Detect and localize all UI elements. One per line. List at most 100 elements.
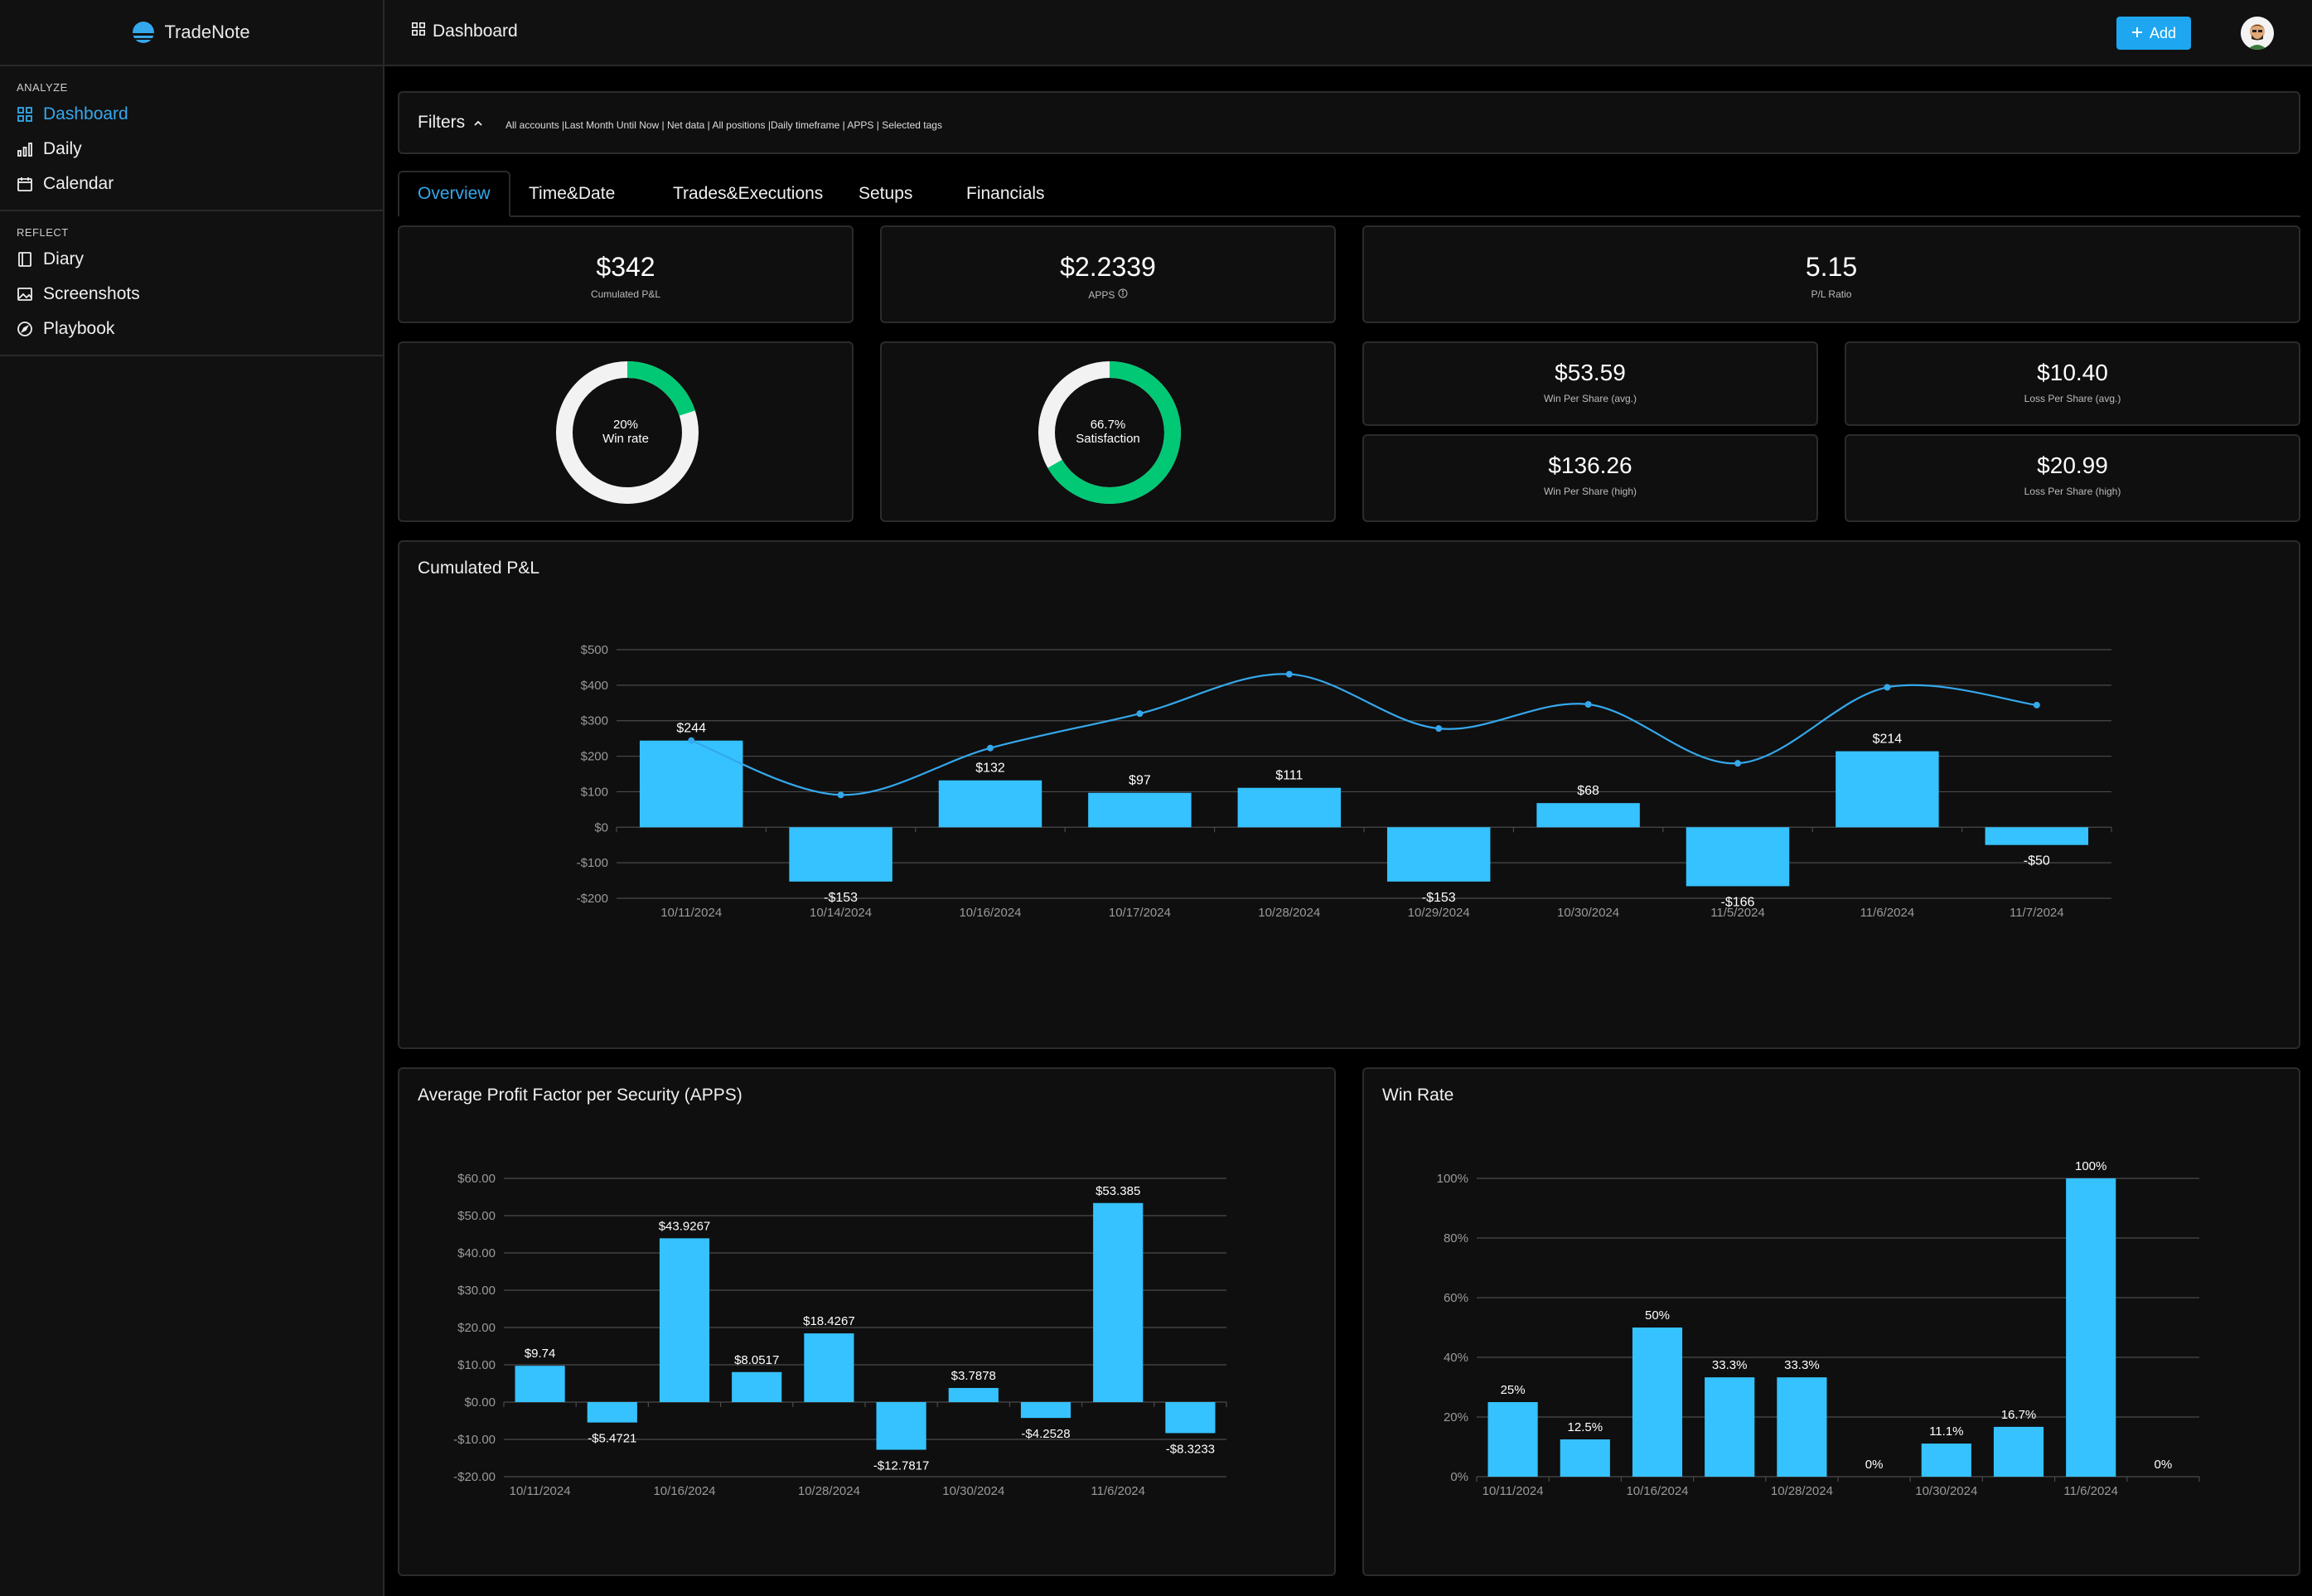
data-label: 16.7% bbox=[2001, 1408, 2037, 1422]
sidebar-item-label: Diary bbox=[43, 249, 85, 268]
add-button-label: Add bbox=[2149, 24, 2177, 41]
donut-percent: 20% bbox=[612, 418, 639, 432]
bar bbox=[1921, 1444, 1971, 1477]
bar bbox=[1386, 827, 1491, 882]
nav-section-reflect: REFLECT Diary Screenshots bbox=[0, 211, 383, 356]
y-tick-label: 80% bbox=[1444, 1231, 1468, 1245]
win-rate-chart: 100% 80% 60% 40% 20% 0% 25% 12.5% 50% 33.3% 33.3% 0… bbox=[1437, 1159, 2200, 1498]
stat-value: $10.40 bbox=[2037, 360, 2108, 385]
bar bbox=[1993, 1426, 2044, 1477]
stat-value: $53.59 bbox=[1555, 360, 1626, 385]
bar bbox=[804, 1333, 854, 1402]
data-label: $43.9267 bbox=[659, 1219, 711, 1233]
stat-label: Cumulated P&L bbox=[590, 288, 661, 300]
data-label: -$50 bbox=[2024, 854, 2050, 868]
satisfaction-donut bbox=[1038, 361, 1181, 504]
donut-label: Satisfaction bbox=[1076, 432, 1140, 446]
tab-setups[interactable]: Setups bbox=[859, 184, 913, 203]
sidebar-item-calendar[interactable]: Calendar bbox=[0, 167, 383, 201]
donut-segment bbox=[1038, 361, 1181, 504]
filters-summary: All accounts |Last Month Until Now | Net… bbox=[505, 119, 942, 131]
x-tick-label: 10/11/2024 bbox=[510, 1484, 571, 1498]
sidebar-item-daily[interactable]: Daily bbox=[0, 132, 383, 167]
nav-section-analyze: ANALYZE Dashboard Daily bbox=[0, 66, 383, 211]
donut-segment bbox=[556, 361, 699, 504]
y-tick-label: $40.00 bbox=[457, 1246, 496, 1260]
grid-icon bbox=[411, 22, 426, 41]
cumulated-pl-chart-card: Cumulated P&L $500 $400 $300 $200 $100 $0 -$10… bbox=[398, 540, 2300, 1049]
bar bbox=[789, 827, 892, 882]
y-tick-label: $60.00 bbox=[457, 1172, 496, 1186]
tab-financials[interactable]: Financials bbox=[966, 184, 1045, 203]
info-icon[interactable] bbox=[1118, 288, 1128, 301]
sidebar-item-diary[interactable]: Diary bbox=[0, 242, 383, 277]
y-tick-label: $100 bbox=[581, 785, 608, 799]
stat-label: P/L Ratio bbox=[1811, 288, 1852, 300]
bar bbox=[659, 1238, 710, 1402]
stat-label: Win Per Share (avg.) bbox=[1543, 393, 1637, 404]
data-label: $53.385 bbox=[1096, 1184, 1140, 1198]
data-label: -$4.2528 bbox=[1021, 1427, 1070, 1441]
stat-label: APPS bbox=[1088, 289, 1115, 301]
stat-card-win-per-share-avg: $53.59 Win Per Share (avg.) bbox=[1362, 341, 1818, 426]
bar-chart-icon bbox=[17, 141, 33, 157]
plus-icon bbox=[2131, 25, 2143, 42]
stat-value: $2.2339 bbox=[1060, 252, 1156, 282]
x-tick-label: 10/16/2024 bbox=[959, 906, 1021, 920]
line-point bbox=[1136, 710, 1144, 718]
brand[interactable]: TradeNote bbox=[0, 0, 383, 66]
x-tick-label: 10/30/2024 bbox=[1915, 1484, 1977, 1498]
win-rate-donut bbox=[556, 361, 699, 504]
tab-time-date[interactable]: Time&Date bbox=[529, 184, 616, 203]
bar bbox=[1560, 1439, 1610, 1477]
y-tick-label: $20.00 bbox=[457, 1321, 496, 1335]
cumulated-pl-chart: $500 $400 $300 $200 $100 $0 -$100 -$200 $244 -$15… bbox=[577, 643, 2112, 920]
compass-icon bbox=[17, 321, 33, 337]
y-tick-label: $30.00 bbox=[457, 1284, 496, 1298]
data-label: $68 bbox=[1577, 784, 1599, 798]
filters-bar[interactable]: Filters All accounts |Last Month Until N… bbox=[398, 91, 2300, 154]
bar bbox=[938, 780, 1042, 828]
main-content: Filters All accounts |Last Month Until N… bbox=[385, 68, 2312, 1596]
bar bbox=[1020, 1402, 1071, 1419]
line-point bbox=[688, 737, 695, 744]
stat-card-cumulated-pl: $342 Cumulated P&L bbox=[398, 225, 854, 323]
sidebar-item-dashboard[interactable]: Dashboard bbox=[0, 97, 383, 132]
x-tick-label: 11/6/2024 bbox=[2063, 1484, 2118, 1498]
filters-label: Filters bbox=[418, 113, 466, 132]
x-tick-label: 10/28/2024 bbox=[1771, 1484, 1833, 1498]
filters-toggle[interactable]: Filters bbox=[418, 113, 483, 133]
bar bbox=[515, 1366, 565, 1402]
page-title: Dashboard bbox=[411, 22, 518, 41]
y-tick-label: $50.00 bbox=[457, 1209, 496, 1223]
stat-label-row: APPS bbox=[882, 288, 1334, 301]
sidebar-item-label: Screenshots bbox=[43, 284, 140, 303]
book-icon bbox=[17, 251, 33, 268]
bar bbox=[1487, 1402, 1538, 1477]
image-icon bbox=[17, 286, 33, 302]
chart-title: Win Rate bbox=[1382, 1086, 1454, 1105]
y-tick-label: $500 bbox=[581, 643, 608, 657]
bar bbox=[1088, 792, 1192, 828]
donut-label: Win rate bbox=[602, 432, 649, 446]
line-point bbox=[1734, 760, 1741, 767]
bar bbox=[1705, 1377, 1755, 1477]
tab-trades-executions[interactable]: Trades&Executions bbox=[673, 184, 824, 203]
sidebar-item-screenshots[interactable]: Screenshots bbox=[0, 277, 383, 312]
bar bbox=[1536, 803, 1640, 828]
tradenote-logo-icon bbox=[133, 22, 155, 43]
x-tick-label: 10/30/2024 bbox=[942, 1484, 1004, 1498]
data-label: $214 bbox=[1873, 733, 1903, 747]
sidebar-item-playbook[interactable]: Playbook bbox=[0, 312, 383, 346]
bar bbox=[2066, 1178, 2116, 1477]
data-label: 50% bbox=[1645, 1308, 1670, 1323]
add-button[interactable]: Add bbox=[2116, 17, 2191, 50]
y-tick-label: 20% bbox=[1444, 1410, 1468, 1424]
bar bbox=[1165, 1402, 1216, 1434]
x-tick-label: 11/6/2024 bbox=[1860, 906, 1915, 920]
bar bbox=[639, 740, 743, 828]
avatar[interactable] bbox=[2241, 17, 2274, 50]
tab-overview[interactable]: Overview bbox=[398, 171, 510, 217]
chart-title: Average Profit Factor per Security (APPS… bbox=[418, 1086, 742, 1105]
y-tick-label: 60% bbox=[1444, 1291, 1468, 1305]
